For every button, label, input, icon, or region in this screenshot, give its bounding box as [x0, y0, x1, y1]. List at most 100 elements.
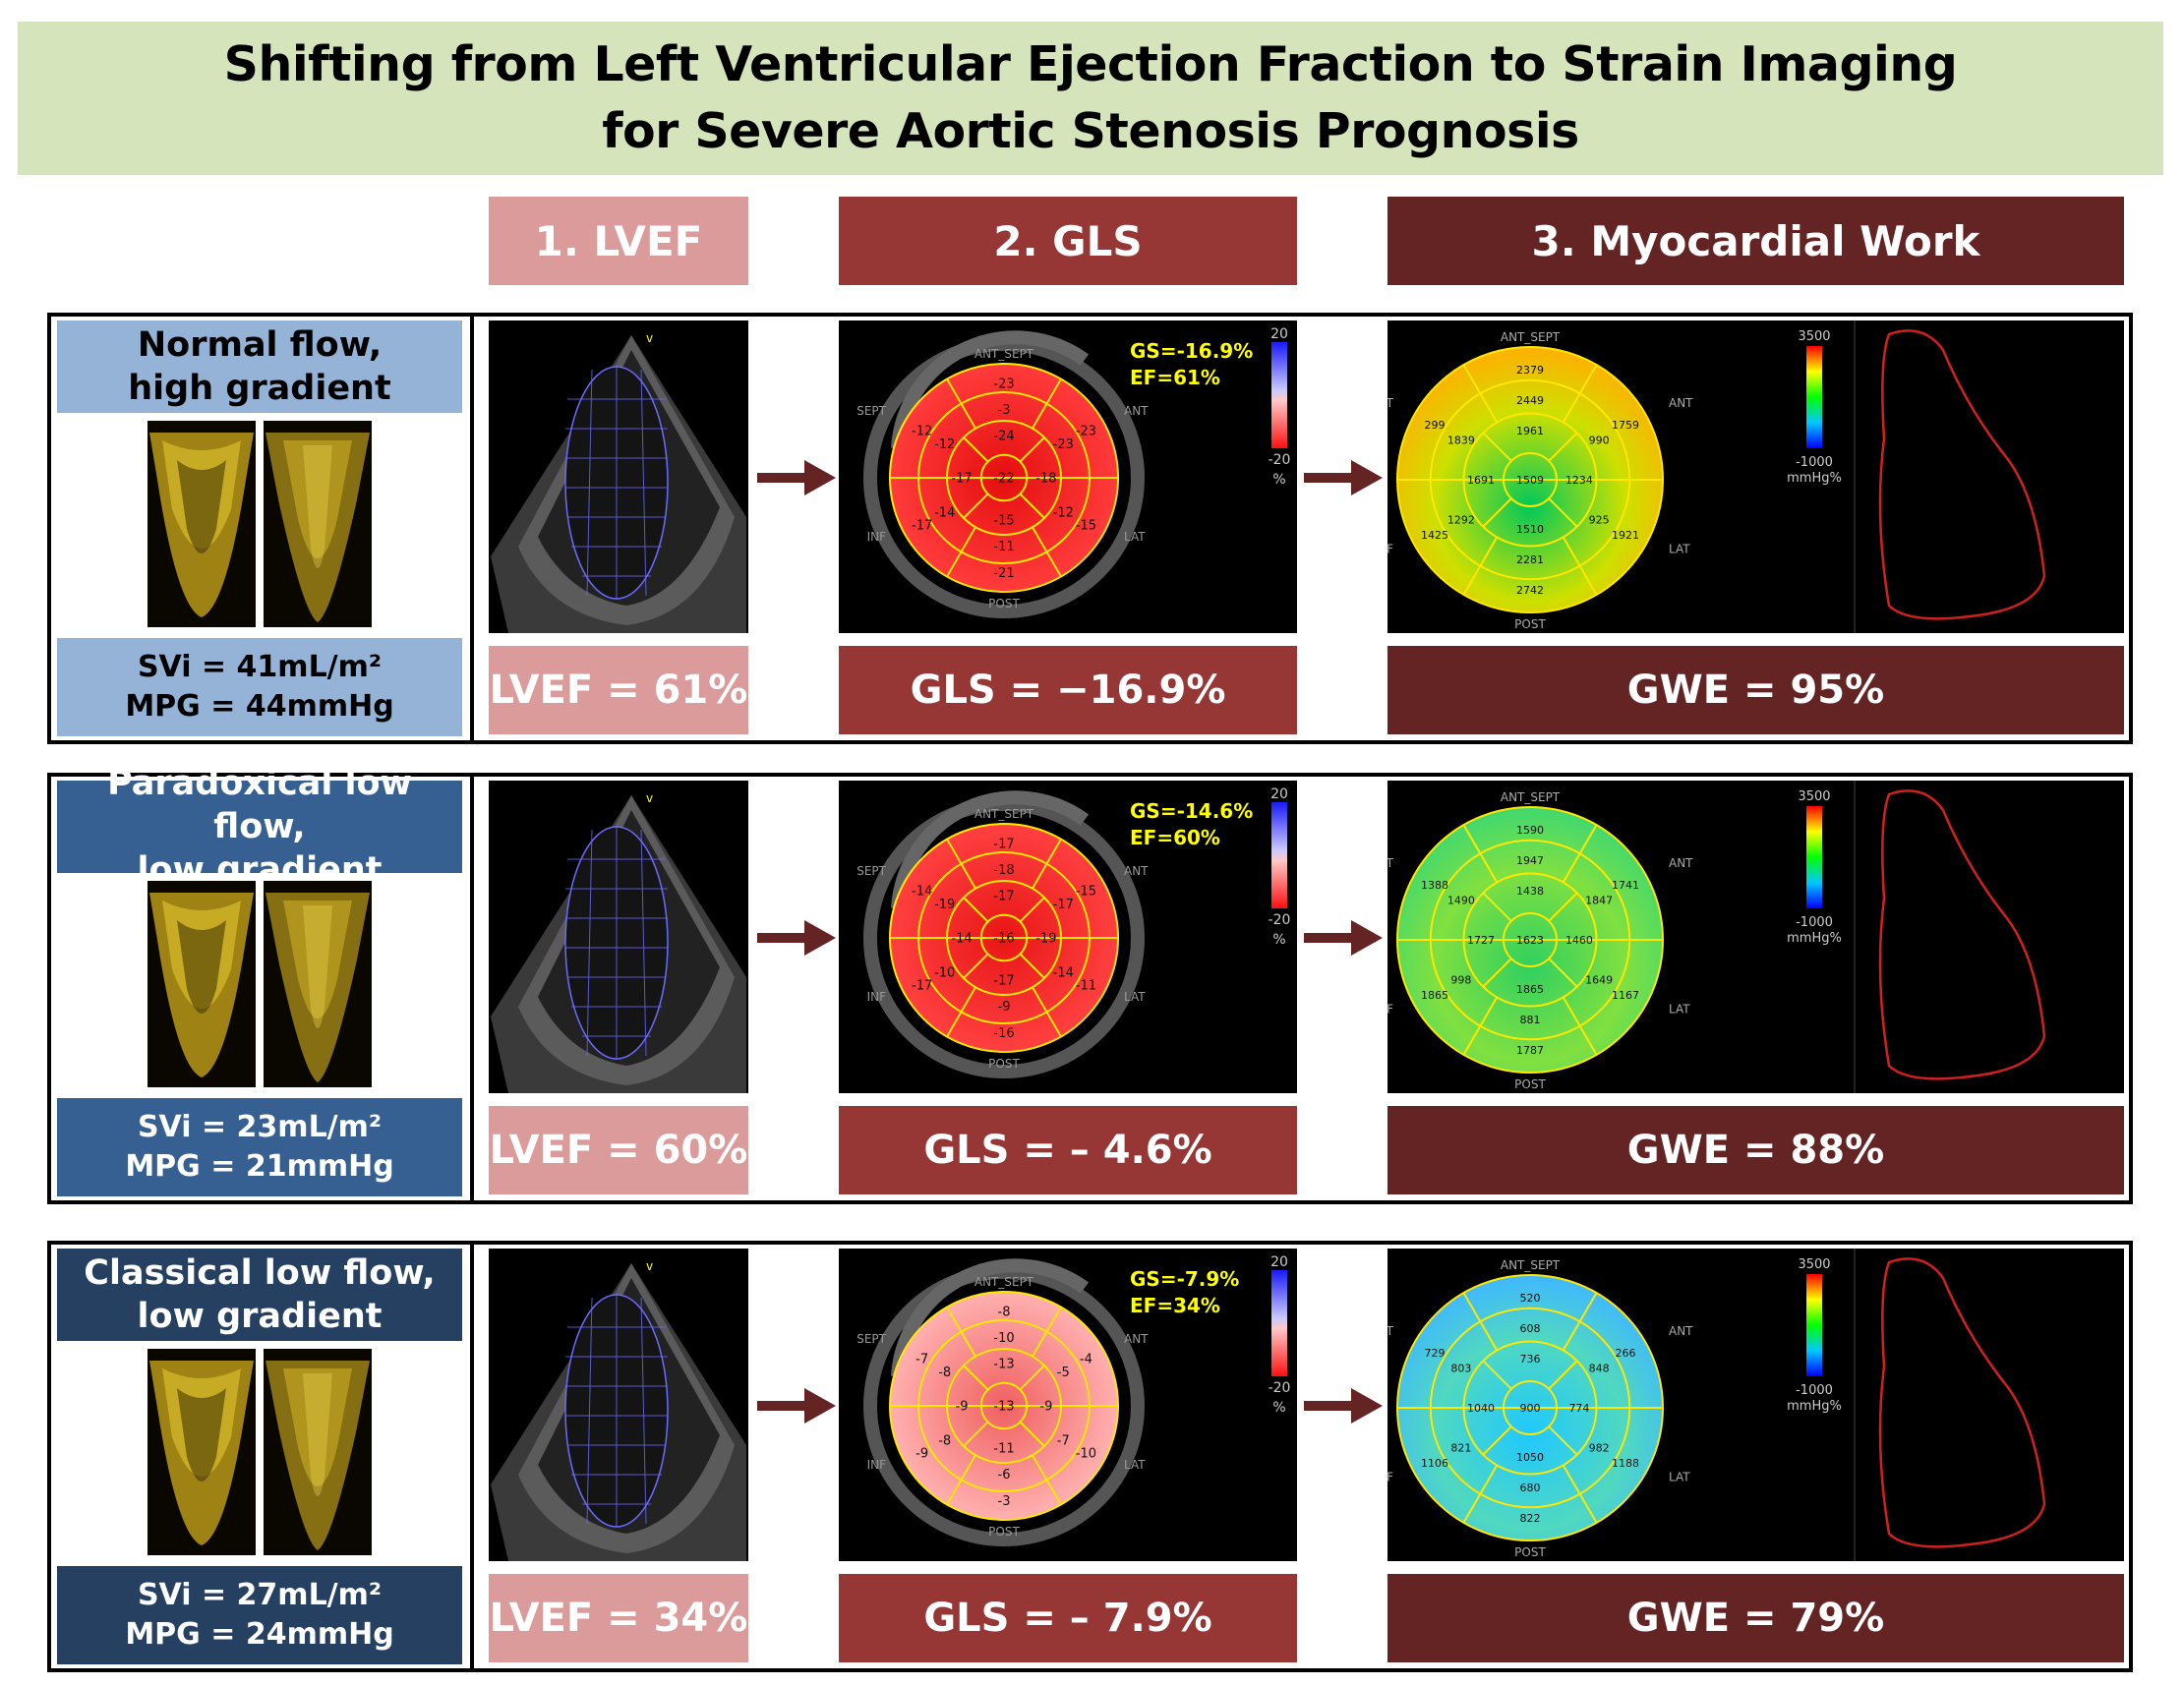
scale-label: -1000 [1796, 915, 1833, 930]
arrow-icon [757, 920, 836, 956]
segment-direction-label: ANT [1669, 856, 1693, 870]
hemodynamics-box: SVi = 27mL/m² MPG = 24mmHg [57, 1566, 462, 1664]
segment-value: 1847 [1585, 894, 1613, 906]
segment-direction-label: INF [1387, 1470, 1393, 1483]
segment-value: 1040 [1467, 1402, 1495, 1415]
segment-direction-label: LAT [1124, 990, 1146, 1004]
segment-value: 774 [1568, 1402, 1589, 1415]
gs-ef-readout: GS=-16.9% EF=61% [1130, 338, 1253, 391]
gs-ef-readout: GS=-14.6% EF=60% [1130, 798, 1253, 851]
row-frame [47, 313, 2133, 744]
segment-direction-label: SEPT [1387, 396, 1394, 410]
arrow-icon [757, 460, 836, 495]
column-header-lvef: 1. LVEF [489, 197, 748, 285]
segment-direction-label: ANT_SEPT [1501, 1258, 1561, 1272]
segment-direction-label: INF [1387, 1002, 1393, 1016]
svi-value: SVi = 23mL/m² [137, 1110, 383, 1144]
segment-value: -24 [993, 430, 1014, 444]
segment-value: -13 [993, 1358, 1014, 1372]
row-divider [470, 1241, 474, 1672]
segment-value: 1050 [1516, 1451, 1544, 1464]
segment-value: -14 [951, 932, 972, 947]
segment-value: 1460 [1565, 934, 1593, 947]
segment-value: 900 [1520, 1402, 1541, 1415]
segment-value: 982 [1589, 1441, 1610, 1454]
segment-value: 925 [1589, 513, 1610, 526]
scale-label: % [1272, 472, 1285, 488]
gs-ef-readout: GS=-7.9% EF=34% [1130, 1266, 1239, 1319]
svg-text:v: v [646, 791, 653, 805]
segment-direction-label: SEPT [856, 1332, 886, 1346]
segment-value: 1425 [1421, 529, 1448, 542]
segment-value: 2449 [1516, 394, 1544, 407]
segment-value: 608 [1520, 1322, 1541, 1335]
color-scale-bar [1806, 1274, 1822, 1376]
ef-value: EF=60% [1130, 826, 1220, 849]
arrow-icon [1304, 460, 1383, 495]
segment-value: 821 [1450, 1441, 1471, 1454]
segment-direction-label: SEPT [1387, 856, 1394, 870]
segment-direction-label: ANT [1669, 1324, 1693, 1338]
doppler-trace-2 [264, 1349, 372, 1555]
segment-value: 1106 [1421, 1457, 1448, 1470]
segment-direction-label: POST [1514, 1545, 1546, 1559]
scale-label: % [1272, 932, 1285, 948]
segment-direction-label: ANT_SEPT [974, 807, 1034, 821]
title-line-2: for Severe Aortic Stenosis Prognosis [602, 103, 1579, 159]
gls-bullseye-panel: -23 -23 -15 -21 -17 -12 -3 -23 -12 -11 -14 -12 -24 -1… [839, 320, 1297, 633]
scale-label: 3500 [1798, 1257, 1830, 1272]
apical-echo-image: v [489, 320, 748, 633]
arrow-icon [1304, 1388, 1383, 1424]
lvef-value-box: LVEF = 34% [489, 1574, 748, 1662]
segment-direction-label: SEPT [856, 404, 886, 418]
case-label-line-1: Classical low flow, [84, 1253, 436, 1293]
segment-value: 2281 [1516, 553, 1544, 566]
color-scale-bar [1271, 1270, 1287, 1376]
pressure-strain-loop [1878, 1257, 2046, 1548]
segment-value: 1188 [1612, 1457, 1639, 1470]
segment-value: 2742 [1516, 584, 1544, 597]
mpg-value: MPG = 44mmHg [125, 689, 394, 724]
segment-value: -12 [1053, 505, 1074, 520]
svg-text:v: v [646, 1259, 653, 1273]
segment-direction-label: INF [867, 990, 887, 1004]
gls-bullseye-panel: -8 -4 -10 -3 -9 -7 -10 -5 -7 -6 -8 -8 -13 -9 -11 -9 -13 A… [839, 1249, 1297, 1561]
gs-value: GS=-7.9% [1130, 1267, 1240, 1291]
segment-value: 1787 [1516, 1044, 1544, 1057]
segment-direction-label: POST [1514, 1077, 1546, 1091]
doppler-trace-2 [264, 421, 372, 627]
segment-value: -14 [934, 505, 955, 520]
case-label: Paradoxical low flow, low gradient [57, 764, 462, 890]
pressure-strain-loop [1878, 789, 2046, 1080]
color-scale-bar [1806, 806, 1822, 908]
segment-value: -16 [993, 932, 1014, 947]
gwe-value-box: GWE = 88% [1387, 1106, 2124, 1194]
segment-value: 990 [1589, 434, 1610, 446]
segment-value: 1691 [1467, 474, 1495, 487]
arrow-icon [1304, 920, 1383, 956]
segment-value: -17 [951, 472, 972, 487]
segment-value: 1438 [1516, 885, 1544, 898]
segment-value: -17 [993, 973, 1014, 988]
segment-value: 803 [1450, 1362, 1471, 1374]
myocardial-work-panel: 520 266 1188 822 1106 729 608 848 982 680 821 803 73… [1387, 1249, 2124, 1561]
ef-value: EF=34% [1130, 1294, 1220, 1317]
svi-value: SVi = 41mL/m² [137, 650, 383, 684]
gls-value-box: GLS = – 7.9% [839, 1574, 1297, 1662]
segment-direction-label: LAT [1669, 542, 1690, 555]
segment-value: -6 [998, 1468, 1011, 1483]
segment-value: -10 [1076, 1447, 1096, 1462]
scale-label: 20 [1270, 1254, 1288, 1270]
segment-value: 1649 [1585, 973, 1613, 986]
segment-value: -15 [1076, 519, 1096, 534]
segment-value: 2379 [1516, 364, 1544, 377]
mpg-value: MPG = 21mmHg [125, 1149, 394, 1184]
scale-label: mmHg% [1787, 931, 1842, 946]
apical-echo-image: v [489, 1249, 748, 1561]
segment-value: 1167 [1612, 989, 1639, 1002]
segment-value: 1947 [1516, 854, 1544, 867]
segment-value: 822 [1520, 1512, 1541, 1525]
segment-value: -18 [1035, 472, 1056, 487]
case-label-line-1: Normal flow, [137, 325, 383, 365]
svg-text:v: v [646, 331, 653, 345]
